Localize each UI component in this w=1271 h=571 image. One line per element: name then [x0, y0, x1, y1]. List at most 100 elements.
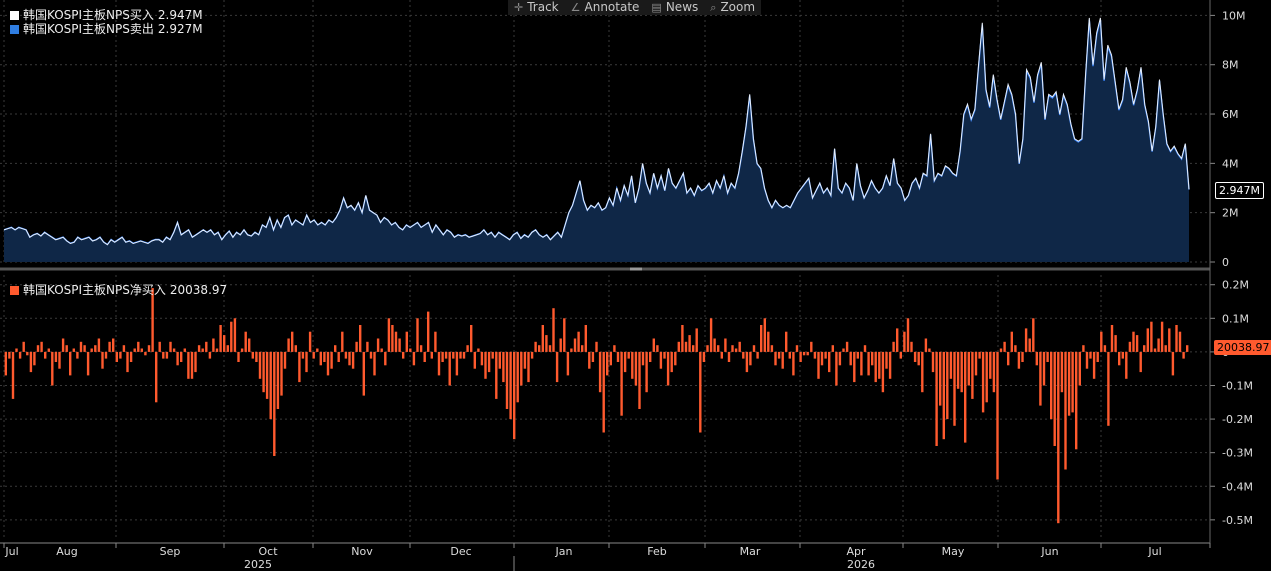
net-bar	[61, 338, 65, 352]
news-label: News	[665, 0, 699, 14]
x-month-label: Apr	[846, 545, 866, 558]
net-bar	[978, 351, 981, 359]
net-bar	[863, 345, 867, 352]
net-bar	[391, 325, 394, 352]
net-bar	[47, 348, 50, 352]
net-bar	[777, 351, 781, 359]
net-bar	[663, 351, 666, 359]
legend-buy[interactable]: 韩国KOSPI主板NPS买入 2.947M	[10, 8, 203, 22]
news-button[interactable]: ▤ News	[645, 0, 704, 15]
net-bar	[684, 341, 688, 352]
net-bar	[1014, 345, 1017, 352]
net-bar	[8, 351, 11, 359]
net-bar	[337, 351, 340, 362]
net-bar	[588, 351, 591, 369]
net-bar	[767, 331, 770, 352]
net-bar	[509, 351, 512, 420]
net-bar	[573, 338, 577, 352]
net-bar	[326, 351, 330, 376]
x-month-label: Sep	[160, 545, 181, 558]
net-bar	[953, 351, 956, 426]
net-bar	[981, 351, 985, 413]
net-bar	[427, 311, 430, 352]
net-bar	[527, 351, 530, 383]
net-bar	[398, 338, 401, 352]
chart-toolbar: ✛ Track ∠ Annotate ▤ News ⌕ Zoom	[508, 0, 762, 15]
net-bar	[917, 351, 920, 366]
net-bar	[677, 341, 680, 352]
net-bar	[896, 328, 899, 352]
net-bar	[595, 341, 598, 352]
net-bar	[97, 338, 101, 352]
net-bar	[1089, 351, 1092, 359]
net-bar	[384, 351, 387, 366]
net-bar	[699, 351, 702, 433]
net-bar	[273, 351, 276, 456]
net-bar	[1150, 321, 1153, 352]
net-bar	[505, 351, 509, 409]
white-swatch-icon	[10, 10, 19, 20]
net-bar	[1146, 328, 1149, 352]
grid-lines	[0, 0, 1211, 540]
net-bar	[928, 348, 931, 352]
net-bar	[727, 351, 731, 362]
track-label: Track	[527, 0, 559, 14]
net-bar	[137, 341, 140, 352]
net-bar	[695, 328, 698, 352]
blue-swatch-icon	[10, 24, 19, 34]
net-bar	[871, 351, 874, 366]
net-bar	[835, 351, 838, 386]
net-bar	[223, 335, 226, 352]
net-bar	[18, 351, 22, 359]
net-bar	[1153, 348, 1157, 352]
net-bar	[570, 348, 573, 352]
net-bar	[380, 348, 383, 352]
top-y-tick: 6M	[1222, 108, 1239, 121]
last-value-tag-bottom: 20038.97	[1214, 340, 1271, 355]
net-bar	[1003, 341, 1006, 352]
legend-sell[interactable]: 韩国KOSPI主板NPS卖出 2.927M	[10, 22, 203, 36]
net-bar	[412, 351, 416, 366]
net-bar	[79, 341, 83, 352]
annotate-label: Annotate	[584, 0, 640, 14]
net-bar	[40, 341, 43, 352]
net-bar	[190, 351, 194, 379]
net-bar	[387, 318, 391, 352]
net-bar	[219, 325, 222, 352]
zoom-button[interactable]: ⌕ Zoom	[704, 0, 761, 15]
net-bar	[956, 351, 960, 389]
x-month-label: Aug	[56, 545, 77, 558]
net-bar	[355, 341, 358, 352]
net-bar	[1064, 351, 1067, 470]
legend-net[interactable]: 韩国KOSPI主板NPS净买入 20038.97	[10, 283, 227, 297]
net-bar	[58, 351, 61, 369]
net-bar	[151, 288, 154, 352]
net-bar	[910, 341, 913, 352]
net-bar	[781, 351, 784, 369]
net-bar	[308, 331, 312, 352]
last-value-tag-top: 2.947M	[1215, 182, 1264, 199]
net-bar	[874, 351, 877, 383]
net-bar	[4, 351, 7, 376]
net-bar	[856, 351, 859, 359]
buy-series-line	[3, 17, 1190, 246]
net-bar	[1121, 351, 1124, 359]
net-bar	[212, 338, 215, 352]
net-bar	[291, 331, 294, 352]
net-bar	[563, 318, 566, 352]
net-bar	[996, 351, 999, 480]
net-bar	[1096, 351, 1099, 362]
net-bar	[888, 351, 892, 379]
annotate-button[interactable]: ∠ Annotate	[565, 0, 646, 15]
net-bar	[845, 341, 849, 352]
top-y-tick: 10M	[1222, 9, 1246, 22]
track-button[interactable]: ✛ Track	[508, 0, 565, 15]
net-bar	[813, 351, 817, 359]
net-bar	[842, 348, 845, 352]
net-bar	[373, 351, 376, 376]
orange-swatch-icon	[10, 285, 19, 295]
net-bar	[838, 351, 842, 366]
bottom-y-tick: -0.1M	[1222, 379, 1253, 392]
net-bar	[502, 351, 505, 383]
